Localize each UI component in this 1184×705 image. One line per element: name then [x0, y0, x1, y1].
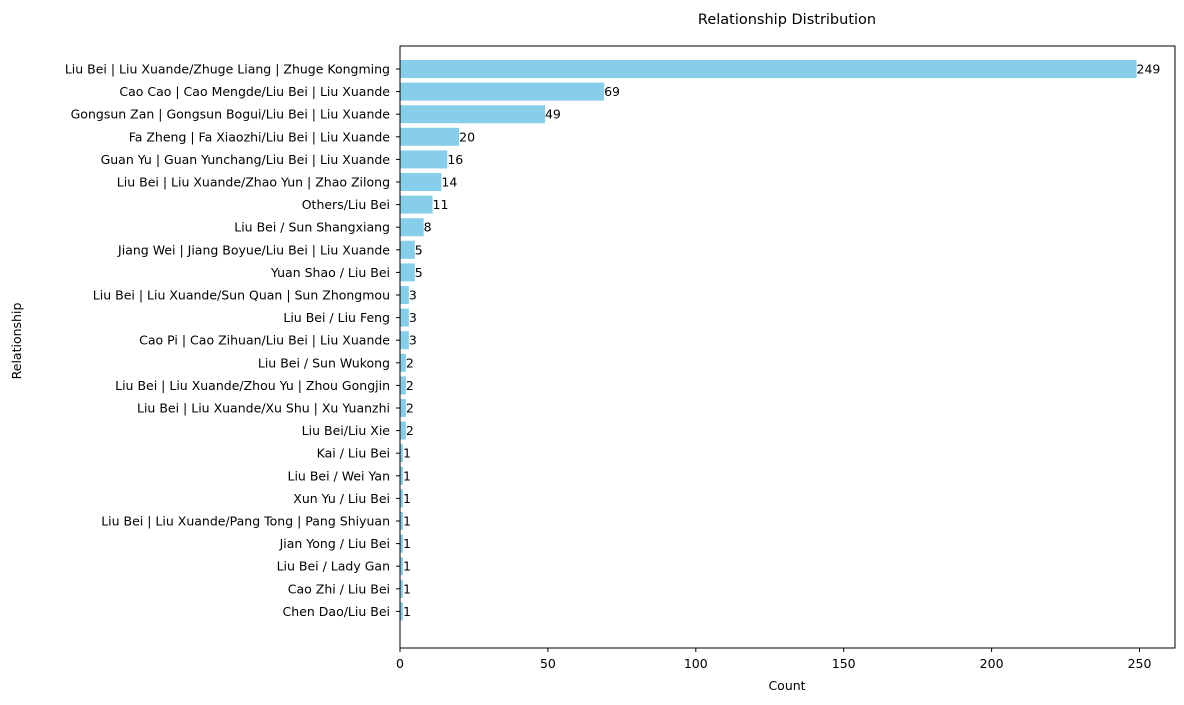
x-axis-label: Count	[768, 678, 805, 693]
y-tick-label: Cao Cao | Cao Mengde/Liu Bei | Liu Xuand…	[119, 84, 390, 99]
bar-value-label: 1	[403, 604, 411, 619]
y-tick-label: Gongsun Zan | Gongsun Bogui/Liu Bei | Li…	[71, 107, 391, 122]
bar	[400, 512, 403, 530]
x-tick-label: 200	[980, 656, 1004, 671]
y-tick-label: Liu Bei | Liu Xuande/Xu Shu | Xu Yuanzhi	[137, 401, 390, 416]
y-tick-label: Liu Bei / Wei Yan	[288, 468, 391, 483]
bar	[400, 557, 403, 576]
bar-value-label: 20	[459, 129, 475, 144]
bar-value-label: 8	[424, 220, 432, 235]
chart-title: Relationship Distribution	[698, 12, 876, 28]
bar	[400, 286, 409, 304]
bar-value-label: 3	[409, 288, 417, 303]
plot-frame	[399, 45, 1176, 649]
bar-value-label: 249	[1137, 62, 1161, 77]
bar	[400, 421, 406, 440]
bar	[400, 105, 545, 124]
bar	[400, 173, 442, 191]
bar	[400, 353, 406, 372]
y-tick-label: Fa Zheng | Fa Xiaozhi/Liu Bei | Liu Xuan…	[129, 129, 391, 144]
bar-value-label: 1	[403, 446, 411, 461]
y-tick-label: Liu Bei / Liu Feng	[283, 310, 390, 325]
x-tick-label: 250	[1128, 656, 1152, 671]
bar-value-label: 1	[403, 559, 411, 574]
y-tick-label: Liu Bei | Liu Xuande/Zhao Yun | Zhao Zil…	[117, 175, 390, 190]
y-axis-label: Relationship	[9, 303, 24, 380]
bar-value-label: 2	[406, 355, 414, 370]
x-axis-ticks: 0 50 100 150 200 250	[396, 648, 1151, 671]
bar-value-label: 1	[403, 468, 411, 483]
bar	[400, 579, 403, 598]
y-tick-label: Jian Yong / Liu Bei	[279, 536, 390, 551]
y-axis-ticks: Liu Bei | Liu Xuande/Zhuge Liang | Zhuge…	[65, 62, 400, 619]
y-tick-label: Others/Liu Bei	[302, 197, 390, 212]
y-tick-label: Liu Bei / Sun Wukong	[258, 355, 390, 370]
bar-value-label: 2	[406, 423, 414, 438]
bar-value-label: 1	[403, 491, 411, 506]
x-tick-label: 100	[684, 656, 708, 671]
y-tick-label: Liu Bei | Liu Xuande/Zhuge Liang | Zhuge…	[65, 62, 390, 77]
bar	[400, 399, 406, 417]
bar-value-label: 2	[406, 378, 414, 393]
y-tick-label: Liu Bei | Liu Xuande/Sun Quan | Sun Zhon…	[93, 288, 390, 303]
y-tick-label: Kai / Liu Bei	[317, 446, 390, 461]
bar	[400, 127, 460, 146]
bars-group	[400, 60, 1137, 621]
bar	[400, 240, 415, 259]
bar	[400, 60, 1137, 78]
bar-value-label: 1	[403, 514, 411, 529]
bar	[400, 489, 403, 508]
bar	[400, 195, 433, 214]
bar	[400, 331, 409, 350]
y-tick-label: Liu Bei/Liu Xie	[302, 423, 391, 438]
y-tick-label: Yuan Shao / Liu Bei	[270, 265, 390, 280]
y-tick-label: Xun Yu / Liu Bei	[293, 491, 390, 506]
bar-value-label: 11	[433, 197, 449, 212]
y-tick-label: Jiang Wei | Jiang Boyue/Liu Bei | Liu Xu…	[117, 242, 390, 257]
bar	[400, 466, 403, 485]
bar-value-label: 14	[441, 175, 457, 190]
bar-value-label: 2	[406, 401, 414, 416]
y-tick-label: Liu Bei / Sun Shangxiang	[234, 220, 390, 235]
bar-value-label: 1	[403, 581, 411, 596]
bar	[400, 444, 403, 463]
bar-value-label: 5	[415, 265, 423, 280]
bar-value-label: 49	[545, 107, 561, 122]
bar-value-label: 5	[415, 242, 423, 257]
y-tick-label: Chen Dao/Liu Bei	[283, 604, 390, 619]
bar-value-label: 3	[409, 310, 417, 325]
x-tick-label: 0	[396, 656, 404, 671]
bar-value-label: 16	[447, 152, 463, 167]
y-tick-label: Liu Bei | Liu Xuande/Pang Tong | Pang Sh…	[101, 514, 390, 529]
y-tick-label: Liu Bei / Lady Gan	[277, 559, 390, 574]
y-tick-label: Liu Bei | Liu Xuande/Zhou Yu | Zhou Gong…	[115, 378, 390, 393]
bar	[400, 308, 409, 327]
y-tick-label: Cao Pi | Cao Zihuan/Liu Bei | Liu Xuande	[139, 333, 390, 348]
y-tick-label: Cao Zhi / Liu Bei	[288, 581, 390, 596]
bar	[400, 263, 415, 282]
x-tick-label: 50	[540, 656, 556, 671]
bar	[400, 534, 403, 553]
bar-value-label: 3	[409, 333, 417, 348]
bar-value-label: 69	[604, 84, 620, 99]
bar	[400, 218, 424, 237]
y-tick-label: Guan Yu | Guan Yunchang/Liu Bei | Liu Xu…	[101, 152, 391, 167]
bar	[400, 376, 406, 395]
bar	[400, 150, 448, 169]
bar-value-label: 1	[403, 536, 411, 551]
x-tick-label: 150	[832, 656, 856, 671]
bar	[400, 82, 605, 101]
bar	[400, 602, 403, 621]
